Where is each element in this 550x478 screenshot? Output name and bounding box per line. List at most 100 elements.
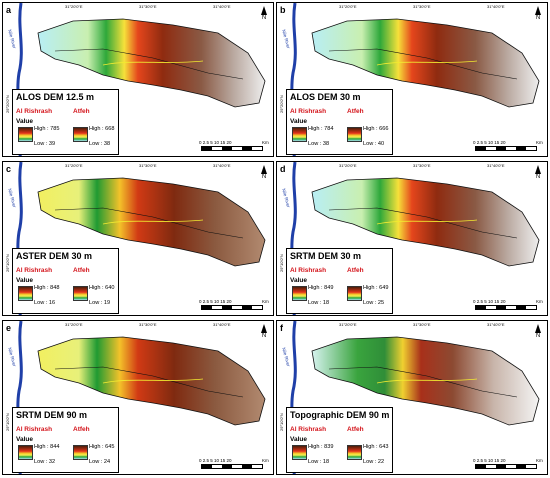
north-arrow: N	[258, 6, 270, 22]
north-arrow-icon	[261, 324, 267, 333]
high-value: High : 643	[363, 444, 389, 450]
high-value: High : 640	[89, 285, 115, 291]
scale-bar: 0 2.5 5 10 15 20 Km	[199, 140, 269, 152]
panel-f: f N 31°20'0"E 31°30'0"E 31°40'0"E 29°10'…	[276, 320, 548, 475]
color-ramp	[73, 127, 88, 142]
basin-name: Atfeh	[73, 426, 90, 433]
legend: ALOS DEM 30 m Al Rishrash Atfeh Value Hi…	[286, 89, 393, 155]
basin-shape	[37, 336, 266, 426]
scale-bar: 0 2.5 5 10 15 20 Km	[473, 458, 543, 470]
basin-name: Al Rishrash	[16, 426, 53, 433]
scale-ticks: 0 2.5 5 10 15 20	[473, 458, 506, 463]
low-value: Low : 40	[363, 141, 385, 147]
scale-bar: 0 2.5 5 10 15 20 Km	[473, 140, 543, 152]
basin-shape	[311, 177, 540, 267]
longitude-label: 31°40'0"E	[487, 163, 505, 168]
low-value: Low : 18	[308, 459, 330, 465]
north-arrow: N	[258, 165, 270, 181]
north-label: N	[535, 15, 541, 21]
north-arrow-icon	[535, 6, 541, 15]
color-ramp	[18, 286, 33, 301]
color-ramp	[73, 445, 88, 460]
panel-b: b N 31°20'0"E 31°30'0"E 31°40'0"E 29°20'…	[276, 2, 548, 157]
low-value: Low : 38	[308, 141, 330, 147]
longitude-label: 31°30'0"E	[413, 163, 431, 168]
scale-bar: 0 2.5 5 10 15 20 Km	[473, 299, 543, 311]
north-arrow: N	[532, 324, 544, 340]
basin-shape	[311, 18, 540, 108]
scale-bar-graphic	[201, 305, 263, 310]
high-value: High : 839	[308, 444, 334, 450]
panel-letter: a	[6, 5, 12, 15]
longitude-label: 31°20'0"E	[65, 322, 83, 327]
map-f	[290, 321, 540, 474]
color-ramp	[292, 286, 307, 301]
longitude-label: 31°30'0"E	[139, 322, 157, 327]
panel-letter: e	[6, 323, 12, 333]
basin-name: Atfeh	[73, 108, 90, 115]
basin-name: Al Rishrash	[290, 426, 327, 433]
scale-unit: Km	[536, 458, 543, 463]
latitude-label: 29°10'0"N	[5, 254, 10, 272]
dem-title: SRTM DEM 90 m	[16, 410, 88, 420]
panel-letter: d	[280, 164, 286, 174]
longitude-label: 31°20'0"E	[65, 4, 83, 9]
low-value: Low : 19	[89, 300, 111, 306]
legend: ALOS DEM 12.5 m Al Rishrash Atfeh Value …	[12, 89, 119, 155]
panel-e: e N 31°20'0"E 31°30'0"E 31°40'0"E 29°10'…	[2, 320, 274, 475]
value-label: Value	[290, 436, 307, 443]
longitude-label: 31°40'0"E	[487, 4, 505, 9]
north-label: N	[261, 333, 267, 339]
legend: SRTM DEM 30 m Al Rishrash Atfeh Value Hi…	[286, 248, 393, 314]
scale-bar-graphic	[475, 464, 537, 469]
value-label: Value	[290, 277, 307, 284]
scale-bar-graphic	[201, 464, 263, 469]
scale-bar: 0 2.5 5 10 15 20 Km	[199, 458, 269, 470]
basin-name: Al Rishrash	[16, 267, 53, 274]
high-value: High : 844	[34, 444, 60, 450]
basin-shape	[311, 336, 540, 426]
scale-ticks: 0 2.5 5 10 15 20	[199, 458, 232, 463]
basin-divide	[328, 48, 518, 80]
longitude-label: 31°30'0"E	[413, 322, 431, 327]
low-value: Low : 39	[34, 141, 56, 147]
high-value: High : 668	[89, 126, 115, 132]
scale-ticks: 0 2.5 5 10 15 20	[473, 299, 506, 304]
value-label: Value	[290, 118, 307, 125]
value-label: Value	[16, 118, 33, 125]
low-value: Low : 22	[363, 459, 385, 465]
high-value: High : 785	[34, 126, 60, 132]
scale-ticks: 0 2.5 5 10 15 20	[199, 299, 232, 304]
scale-unit: Km	[262, 299, 269, 304]
basin-divide	[54, 366, 244, 398]
basin-name: Al Rishrash	[290, 108, 327, 115]
longitude-label: 31°20'0"E	[339, 163, 357, 168]
north-label: N	[535, 333, 541, 339]
scale-unit: Km	[262, 140, 269, 145]
scale-ticks: 0 2.5 5 10 15 20	[473, 140, 506, 145]
longitude-label: 31°20'0"E	[65, 163, 83, 168]
dem-title: Topographic DEM 90 m	[290, 410, 390, 420]
color-ramp	[292, 127, 307, 142]
latitude-label: 29°20'0"N	[279, 95, 284, 113]
latitude-label: 29°10'0"N	[279, 413, 284, 431]
legend: Topographic DEM 90 m Al Rishrash Atfeh V…	[286, 407, 393, 473]
dem-title: ALOS DEM 30 m	[290, 92, 361, 102]
north-arrow: N	[532, 6, 544, 22]
color-ramp	[292, 445, 307, 460]
panel-c: c N 31°20'0"E 31°30'0"E 31°40'0"E 29°10'…	[2, 161, 274, 316]
panel-letter: b	[280, 5, 286, 15]
low-value: Low : 18	[308, 300, 330, 306]
longitude-label: 31°40'0"E	[487, 322, 505, 327]
north-label: N	[261, 174, 267, 180]
north-arrow: N	[258, 324, 270, 340]
low-value: Low : 16	[34, 300, 56, 306]
basin-name: Atfeh	[347, 267, 364, 274]
scale-unit: Km	[262, 458, 269, 463]
longitude-label: 31°20'0"E	[339, 4, 357, 9]
scale-bar-graphic	[475, 305, 537, 310]
basin-name: Atfeh	[347, 426, 364, 433]
scale-unit: Km	[536, 140, 543, 145]
high-value: High : 666	[363, 126, 389, 132]
